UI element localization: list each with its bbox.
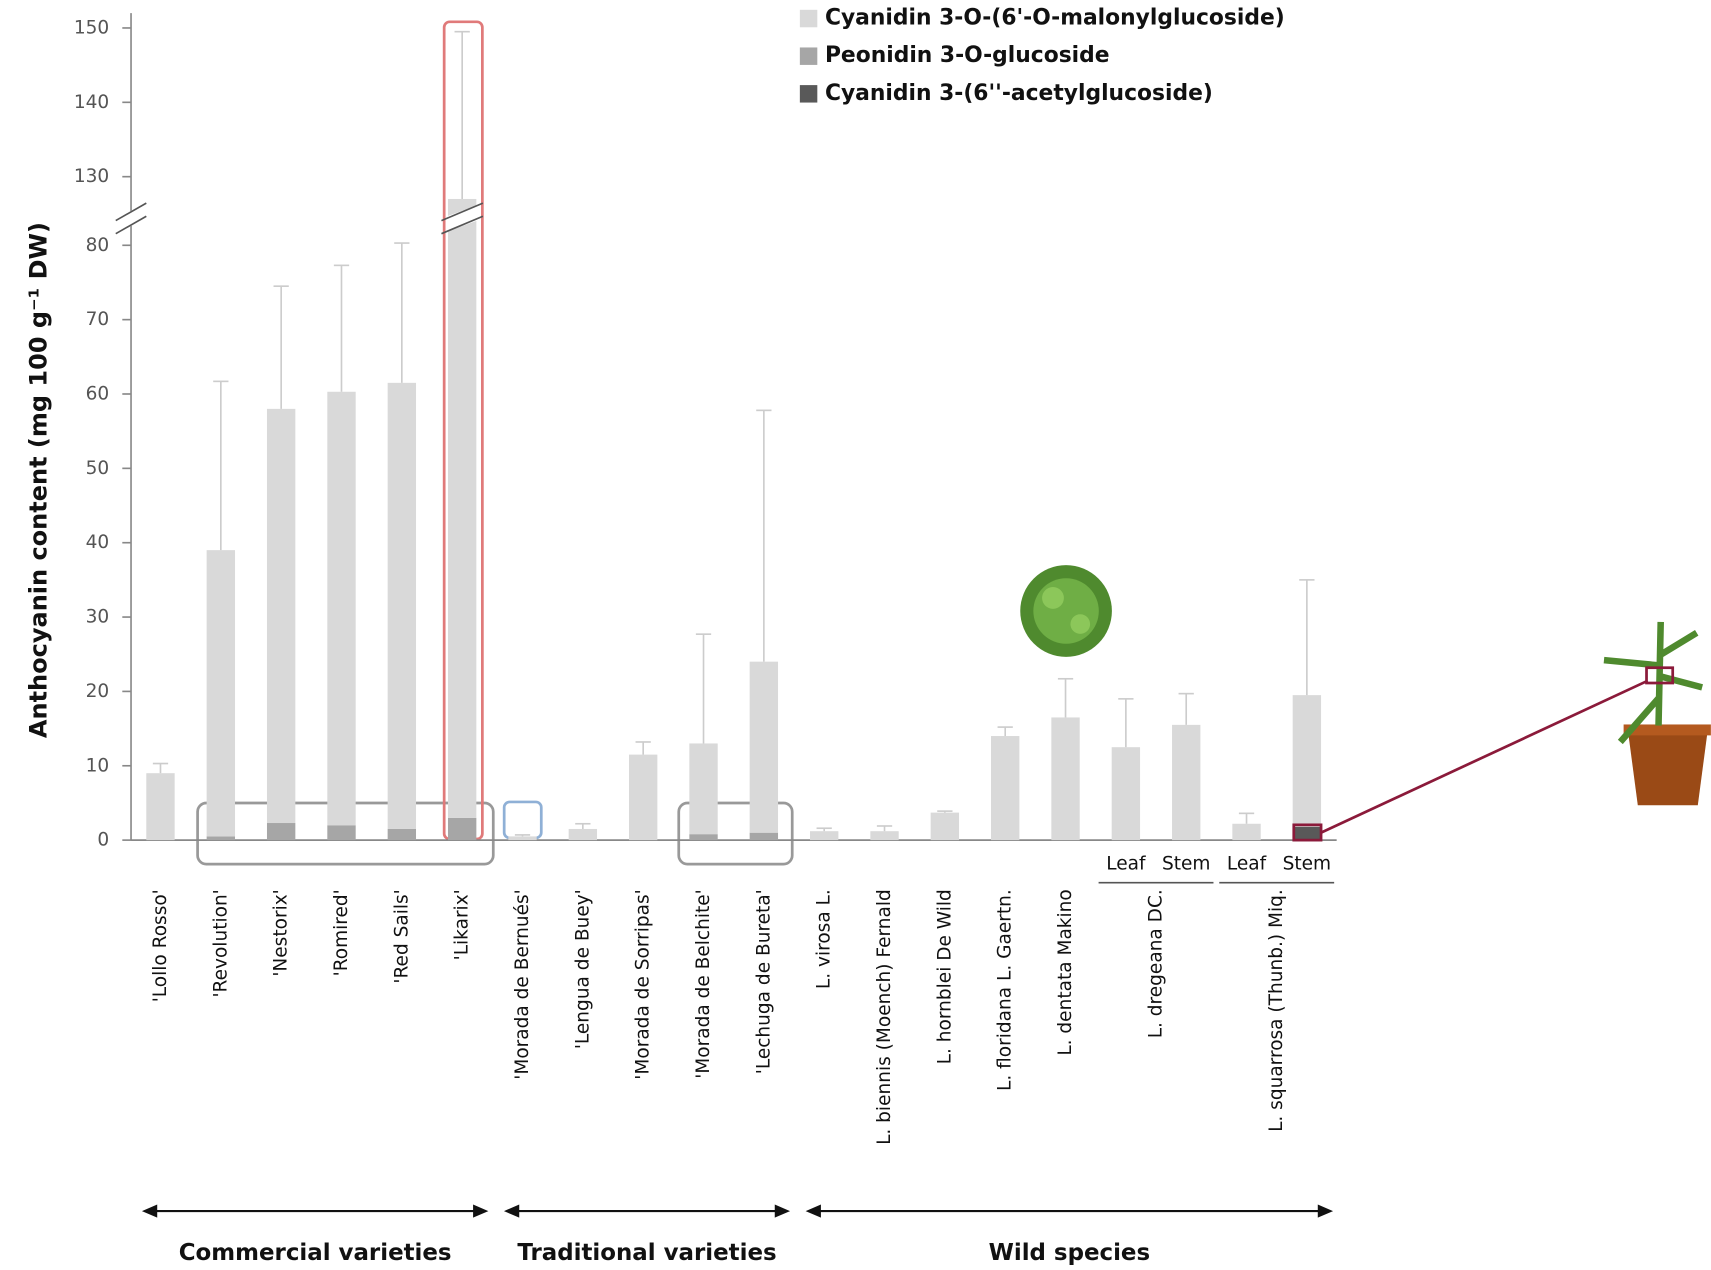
bar-segment — [930, 812, 960, 841]
x-tick-label: 'Nestorix' — [271, 889, 292, 976]
bar-segment — [508, 836, 537, 841]
bar-segment — [1292, 695, 1322, 827]
bar-segment — [749, 661, 779, 833]
bar-segment — [387, 828, 417, 841]
bar-segment — [870, 831, 899, 841]
axis-break-mark — [115, 202, 147, 222]
axis-break-gap — [120, 206, 142, 231]
x-tick-label: 'Morada de Bernués' — [512, 889, 533, 1080]
y-tick-label: 0 — [97, 830, 109, 851]
part-label: Stem — [1283, 854, 1331, 875]
x-tick-label: 'Lollo Rosso' — [150, 889, 171, 1002]
y-tick-label: 50 — [86, 458, 110, 479]
y-tick-label: 10 — [86, 755, 110, 776]
bar-segment — [146, 773, 175, 841]
y-tick-label: 60 — [86, 383, 110, 404]
x-tick-label: L. biennis (Moench) Fernald — [874, 889, 895, 1145]
x-tick-label: 'Red Sails' — [391, 889, 412, 983]
part-label: Leaf — [1106, 854, 1146, 875]
bar-segment — [266, 823, 296, 841]
x-tick-label: L. dentata Makino — [1055, 889, 1076, 1055]
x-tick-label: 'Lechuga de Bureta' — [753, 889, 774, 1074]
y-tick-label: 40 — [86, 532, 110, 553]
bar-segment — [387, 382, 417, 829]
bar-segment — [266, 408, 296, 824]
axis-break-mark — [441, 202, 484, 222]
bar-segment — [327, 825, 356, 841]
legend-label: Cyanidin 3-(6''-acetylglucoside) — [825, 81, 1213, 106]
axis-break-mark — [441, 215, 484, 235]
bar-segment — [447, 817, 477, 841]
y-tick-label: 150 — [74, 17, 109, 38]
x-tick-label: L. squarrosa (Thunb.) Miq. — [1266, 889, 1287, 1132]
group-label: Wild species — [989, 1240, 1151, 1266]
y-axis-title: Anthocyanin content (mg 100 g⁻¹ DW) — [24, 222, 52, 738]
legend-swatch — [799, 47, 818, 65]
y-tick-label: 20 — [86, 681, 110, 702]
axis-break-gap — [445, 204, 479, 233]
x-tick-label: 'Romired' — [331, 889, 352, 976]
bar-segment — [749, 832, 779, 841]
x-tick-label: 'Morada de Sorripas' — [633, 889, 654, 1079]
bar-segment — [1232, 823, 1261, 841]
part-label: Stem — [1162, 854, 1210, 875]
bar-segment — [1051, 717, 1080, 841]
bar-segment — [327, 391, 356, 826]
plant-pot — [1320, 621, 1711, 834]
x-tick-label: L. virosa L. — [814, 889, 835, 989]
legend-swatch — [799, 9, 818, 28]
bar-segment — [206, 836, 236, 841]
legend-label: Cyanidin 3-O-(6'-O-malonylglucoside) — [825, 6, 1285, 31]
group-label: Commercial varieties — [179, 1240, 452, 1266]
legend-swatch — [799, 85, 818, 103]
bar-segment — [1172, 724, 1201, 841]
y-tick-label: 80 — [86, 235, 110, 256]
part-label: Leaf — [1227, 854, 1267, 875]
bar-segment — [447, 198, 477, 818]
highlight-box — [1292, 823, 1323, 842]
x-tick-label: L. floridana L. Gaertn. — [995, 889, 1016, 1091]
x-tick-label: 'Morada de Belchite' — [693, 889, 714, 1079]
legend-label: Peonidin 3-O-glucoside — [825, 43, 1110, 68]
plant-top — [1020, 565, 1112, 657]
x-tick-label: 'Lengua de Buey' — [572, 889, 593, 1049]
group-label: Traditional varieties — [517, 1240, 776, 1266]
y-tick-label: 30 — [86, 607, 110, 628]
y-tick-label: 130 — [74, 166, 109, 187]
bar-segment — [1292, 826, 1322, 841]
bar-segment — [1111, 747, 1141, 841]
axis-break-mark — [115, 215, 147, 235]
x-tick-label: 'Likarix' — [452, 889, 473, 960]
y-tick-label: 140 — [74, 92, 109, 113]
x-tick-label: L. hornblei De Wild — [934, 889, 955, 1064]
bar-segment — [810, 831, 839, 841]
bar-segment — [206, 550, 236, 837]
bar-segment — [991, 736, 1020, 841]
x-tick-label: 'Revolution' — [210, 889, 231, 997]
x-tick-label: L. dregeana DC. — [1146, 889, 1167, 1038]
bar-segment — [689, 743, 718, 835]
bar-segment — [689, 834, 718, 841]
bar-segment — [628, 754, 658, 841]
y-tick-label: 70 — [86, 309, 110, 330]
bar-segment — [568, 828, 598, 841]
